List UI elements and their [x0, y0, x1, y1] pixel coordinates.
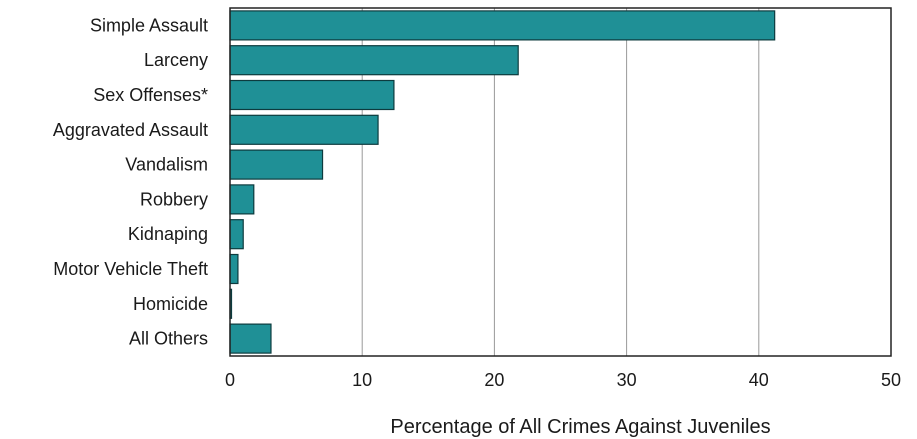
bar-all-others — [229, 323, 272, 354]
bar-sex-offenses — [229, 79, 395, 111]
bar-motor-vehicle-theft — [229, 253, 239, 285]
category-labels: Simple Assault Larceny Sex Offenses* Aggrav… — [53, 15, 208, 348]
x-tick-label: 40 — [749, 370, 769, 390]
bar-robbery — [229, 184, 255, 215]
x-tick-label: 30 — [617, 370, 637, 390]
category-label: Larceny — [144, 50, 208, 70]
category-label: All Others — [129, 329, 208, 349]
x-tick-labels: 0 10 20 30 40 50 — [225, 370, 901, 390]
x-tick-label: 20 — [484, 370, 504, 390]
category-label: Sex Offenses* — [93, 85, 208, 105]
bar-simple-assault — [229, 10, 776, 41]
plot-frame — [229, 7, 892, 357]
category-label: Kidnaping — [128, 224, 208, 244]
category-label: Simple Assault — [90, 15, 208, 35]
bars — [229, 10, 776, 354]
bar-kidnaping — [229, 219, 244, 250]
x-tick-label: 0 — [225, 370, 235, 390]
x-axis-title: Percentage of All Crimes Against Juvenil… — [390, 416, 770, 438]
category-label: Homicide — [133, 294, 208, 314]
x-tick-label: 50 — [881, 370, 901, 390]
category-label: Robbery — [140, 189, 208, 209]
bar-aggravated-assault — [229, 114, 379, 145]
category-label: Vandalism — [125, 155, 208, 175]
category-label: Motor Vehicle Theft — [53, 259, 208, 279]
bar-larceny — [229, 45, 519, 76]
x-tick-label: 10 — [352, 370, 372, 390]
category-label: Aggravated Assault — [53, 120, 208, 140]
bar-vandalism — [229, 149, 324, 180]
